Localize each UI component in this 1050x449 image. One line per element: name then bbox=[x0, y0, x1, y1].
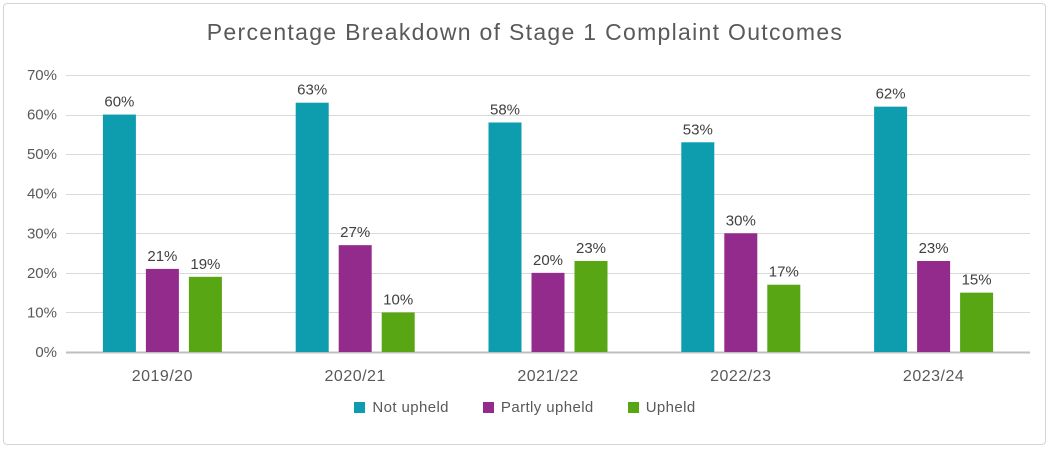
x-category-label-2020-21: 2020/21 bbox=[325, 368, 386, 385]
legend-swatch-not-upheld bbox=[354, 402, 366, 413]
bar-not-upheld-2021-22 bbox=[488, 122, 522, 352]
value-label-partly-upheld-2020-21: 27% bbox=[340, 224, 370, 241]
y-tick-label-50: 50% bbox=[27, 146, 57, 163]
bar-not-upheld-2020-21 bbox=[295, 102, 329, 352]
bar-upheld-2019-20 bbox=[188, 276, 222, 352]
x-category-label-2019-20: 2019/20 bbox=[132, 368, 193, 385]
value-label-partly-upheld-2023-24: 23% bbox=[919, 240, 949, 257]
value-label-not-upheld-2023-24: 62% bbox=[876, 86, 906, 103]
bar-not-upheld-2019-20 bbox=[102, 114, 136, 352]
bar-partly-upheld-2021-22 bbox=[531, 272, 565, 352]
y-tick-label-20: 20% bbox=[27, 265, 57, 282]
value-label-not-upheld-2021-22: 58% bbox=[490, 101, 520, 118]
legend-label-upheld: Upheld bbox=[645, 399, 696, 416]
bar-partly-upheld-2023-24 bbox=[917, 260, 951, 352]
value-label-upheld-2020-21: 10% bbox=[383, 291, 413, 308]
bar-upheld-2022-23 bbox=[767, 284, 801, 352]
legend-item-upheld: Upheld bbox=[627, 399, 696, 416]
bar-partly-upheld-2020-21 bbox=[338, 245, 372, 352]
chart-legend: Not upheld Partly upheld Upheld bbox=[0, 399, 1050, 416]
bar-upheld-2021-22 bbox=[574, 260, 608, 352]
bar-upheld-2020-21 bbox=[381, 312, 415, 352]
value-label-partly-upheld-2021-22: 20% bbox=[533, 252, 563, 269]
value-label-partly-upheld-2022-23: 30% bbox=[726, 212, 756, 229]
value-label-not-upheld-2020-21: 63% bbox=[297, 82, 327, 99]
y-tick-label-10: 10% bbox=[27, 304, 57, 321]
chart-title: Percentage Breakdown of Stage 1 Complain… bbox=[206, 19, 844, 45]
chart-card bbox=[3, 3, 1046, 445]
value-label-not-upheld-2022-23: 53% bbox=[683, 121, 713, 138]
x-category-label-2023-24: 2023/24 bbox=[903, 368, 964, 385]
value-label-upheld-2021-22: 23% bbox=[576, 240, 606, 257]
legend-swatch-upheld bbox=[627, 402, 639, 413]
bar-partly-upheld-2019-20 bbox=[145, 268, 179, 352]
legend-item-not-upheld: Not upheld bbox=[354, 399, 449, 416]
y-tick-label-60: 60% bbox=[27, 107, 57, 124]
legend-label-partly-upheld: Partly upheld bbox=[500, 399, 594, 416]
bar-partly-upheld-2022-23 bbox=[724, 233, 758, 352]
bar-upheld-2023-24 bbox=[960, 292, 994, 352]
y-tick-label-0: 0% bbox=[35, 344, 57, 361]
x-category-label-2021-22: 2021/22 bbox=[517, 368, 578, 385]
legend-swatch-partly-upheld bbox=[482, 402, 494, 413]
y-tick-label-70: 70% bbox=[27, 67, 57, 84]
value-label-upheld-2023-24: 15% bbox=[962, 272, 992, 289]
y-tick-label-40: 40% bbox=[27, 186, 57, 203]
legend-item-partly-upheld: Partly upheld bbox=[482, 399, 594, 416]
value-label-partly-upheld-2019-20: 21% bbox=[147, 248, 177, 265]
value-label-upheld-2022-23: 17% bbox=[769, 264, 799, 281]
bar-not-upheld-2022-23 bbox=[681, 142, 715, 352]
value-label-not-upheld-2019-20: 60% bbox=[104, 94, 134, 111]
x-category-label-2022-23: 2022/23 bbox=[710, 368, 771, 385]
value-label-upheld-2019-20: 19% bbox=[190, 256, 220, 273]
y-tick-label-30: 30% bbox=[27, 225, 57, 242]
legend-label-not-upheld: Not upheld bbox=[372, 399, 449, 416]
bar-not-upheld-2023-24 bbox=[874, 106, 908, 353]
